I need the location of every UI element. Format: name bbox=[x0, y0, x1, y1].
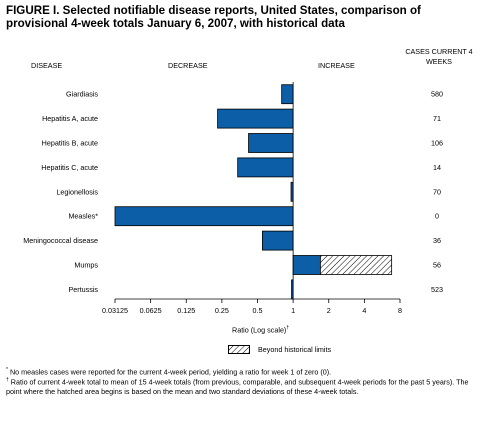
category-label-1: Hepatitis A, acute bbox=[42, 114, 98, 123]
legend-label: Beyond historical limits bbox=[258, 345, 332, 354]
x-tick-label-8: 8 bbox=[398, 306, 402, 315]
cases-value-8: 523 bbox=[431, 285, 443, 294]
bar-1 bbox=[217, 108, 294, 129]
cases-value-5: 0 bbox=[435, 212, 439, 221]
x-tick-label-2: 0.125 bbox=[177, 306, 195, 315]
bars-group: Giardiasis 580 Hepatitis A, acute 71 Hepatit… bbox=[23, 84, 443, 300]
category-label-2: Hepatitis B, acute bbox=[42, 139, 98, 148]
cases-column-header: CASES CURRENT 4 WEEKS bbox=[405, 47, 473, 66]
cases-value-1: 71 bbox=[433, 114, 441, 123]
cases-value-3: 14 bbox=[433, 163, 441, 172]
footnotes: * No measles cases were reported for the… bbox=[6, 366, 484, 396]
x-tick-label-1: 0.0625 bbox=[140, 306, 162, 315]
cases-value-2: 106 bbox=[431, 139, 443, 148]
x-tick-label-5: 1 bbox=[291, 306, 295, 315]
legend-hatch-swatch bbox=[228, 345, 250, 354]
category-label-4: Legionellosis bbox=[56, 187, 98, 196]
category-label-7: Mumps bbox=[74, 261, 98, 270]
cases-value-0: 580 bbox=[431, 90, 443, 99]
bar-6 bbox=[261, 230, 294, 251]
increase-header: INCREASE bbox=[318, 61, 355, 70]
cases-value-7: 56 bbox=[433, 261, 441, 270]
x-axis: 0.03125 0.0625 0.125 0.25 0.5 1 2 4 8 bbox=[102, 82, 402, 315]
x-axis-title: Ratio (Log scale)† bbox=[232, 325, 290, 335]
bar-0 bbox=[281, 84, 294, 105]
beyond-limits-7 bbox=[319, 255, 393, 275]
bar-2 bbox=[248, 133, 294, 153]
decrease-header: DECREASE bbox=[168, 61, 208, 70]
figure-title: FIGURE I. Selected notifiable disease re… bbox=[6, 4, 421, 30]
x-tick-label-7: 4 bbox=[362, 306, 366, 315]
disease-column-header: DISEASE bbox=[31, 61, 63, 70]
bar-7 bbox=[292, 255, 321, 275]
bar-5 bbox=[114, 206, 294, 227]
footnote-ratio: † Ratio of current 4-week total to mean … bbox=[6, 377, 469, 396]
x-tick-label-0: 0.03125 bbox=[102, 306, 128, 315]
category-label-8: Pertussis bbox=[68, 285, 98, 294]
x-tick-label-4: 0.5 bbox=[253, 306, 263, 315]
category-label-5: Measles* bbox=[68, 212, 98, 221]
bar-3 bbox=[237, 157, 294, 178]
footnote-measles: * No measles cases were reported for the… bbox=[6, 367, 332, 377]
cases-value-4: 70 bbox=[433, 187, 441, 196]
category-label-6: Meningococcal disease bbox=[23, 236, 98, 245]
x-tick-label-3: 0.25 bbox=[215, 306, 229, 315]
category-label-0: Giardiasis bbox=[66, 90, 98, 99]
category-label-3: Hepatitis C, acute bbox=[41, 163, 98, 172]
x-tick-label-6: 2 bbox=[327, 306, 331, 315]
cases-value-6: 36 bbox=[433, 236, 441, 245]
